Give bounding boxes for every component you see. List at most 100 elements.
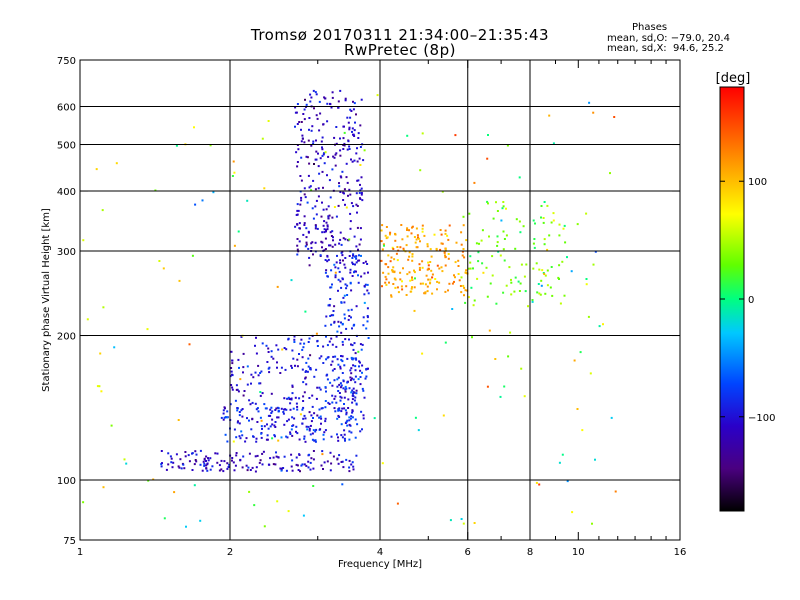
data-point — [548, 114, 551, 117]
data-point — [310, 457, 313, 460]
data-point — [285, 435, 288, 438]
data-point — [380, 259, 383, 262]
data-point — [402, 267, 404, 270]
data-point — [427, 278, 430, 281]
data-point — [220, 459, 223, 462]
data-point — [102, 306, 105, 309]
data-point — [298, 222, 301, 225]
data-point — [550, 266, 553, 268]
data-point — [318, 129, 321, 132]
data-point — [325, 269, 328, 272]
data-point — [314, 91, 317, 94]
data-point — [283, 347, 286, 349]
data-point — [427, 264, 430, 267]
data-point — [342, 466, 345, 469]
data-point — [336, 254, 338, 257]
data-point — [331, 384, 334, 387]
data-point — [359, 197, 361, 200]
data-point — [95, 168, 98, 171]
data-point — [438, 267, 441, 270]
data-point — [315, 332, 318, 335]
data-point — [510, 281, 513, 284]
data-point — [306, 156, 309, 159]
data-point — [427, 267, 430, 270]
x-tick-label: 6 — [465, 547, 471, 558]
data-point — [329, 196, 332, 199]
data-point — [262, 450, 265, 453]
data-point — [402, 247, 405, 250]
data-point — [594, 458, 596, 461]
data-point — [352, 395, 355, 398]
data-point — [543, 201, 546, 203]
data-point — [319, 254, 322, 257]
data-point — [468, 212, 471, 215]
data-point — [324, 420, 327, 423]
data-point — [344, 439, 346, 442]
data-point — [352, 392, 354, 395]
data-point — [283, 397, 286, 400]
data-point — [305, 241, 308, 244]
data-point — [300, 179, 303, 182]
data-point — [355, 245, 358, 248]
data-point — [339, 175, 342, 178]
data-point — [364, 283, 367, 286]
data-point — [276, 361, 278, 364]
data-point — [321, 148, 324, 151]
data-point — [242, 371, 244, 374]
data-point — [346, 116, 349, 119]
data-point — [539, 293, 542, 296]
data-point — [532, 267, 535, 270]
data-point — [291, 349, 294, 352]
data-point — [296, 358, 299, 361]
data-point — [338, 407, 341, 410]
data-point — [238, 414, 241, 417]
data-point — [351, 398, 354, 401]
data-point — [573, 359, 576, 362]
data-point — [349, 282, 352, 285]
data-point — [289, 433, 292, 435]
data-point — [518, 176, 521, 179]
data-point — [302, 381, 305, 384]
data-point — [421, 132, 424, 135]
data-point — [354, 375, 357, 378]
data-point — [312, 417, 314, 419]
data-point — [254, 371, 257, 374]
data-point — [491, 274, 494, 277]
data-point — [241, 434, 244, 437]
data-point — [441, 190, 444, 193]
data-point — [393, 258, 396, 261]
data-point — [291, 434, 294, 437]
data-point — [125, 462, 128, 465]
data-point — [280, 436, 283, 439]
data-point — [298, 240, 301, 243]
data-point — [364, 377, 367, 380]
data-point — [315, 158, 318, 161]
data-point — [110, 424, 113, 427]
data-point — [485, 266, 488, 269]
data-point — [342, 199, 345, 201]
data-point — [317, 187, 320, 190]
data-point — [338, 185, 341, 188]
data-point — [308, 128, 310, 131]
data-point — [294, 396, 297, 399]
data-point — [260, 370, 263, 373]
colorbar-label: [deg] — [716, 71, 751, 86]
data-point — [356, 211, 358, 214]
data-point — [209, 144, 212, 147]
data-point — [339, 137, 341, 140]
data-point — [429, 281, 432, 284]
data-point — [561, 260, 564, 263]
data-point — [358, 254, 360, 257]
data-point — [271, 423, 274, 426]
data-point — [514, 247, 517, 250]
data-point — [335, 152, 338, 155]
data-point — [313, 439, 316, 442]
x-tick-label: 10 — [572, 547, 585, 558]
data-point — [546, 284, 549, 287]
data-point — [477, 251, 480, 254]
data-point — [260, 419, 263, 422]
data-point — [317, 165, 320, 168]
data-point — [255, 352, 258, 355]
data-point — [333, 136, 336, 139]
data-point — [447, 289, 449, 292]
